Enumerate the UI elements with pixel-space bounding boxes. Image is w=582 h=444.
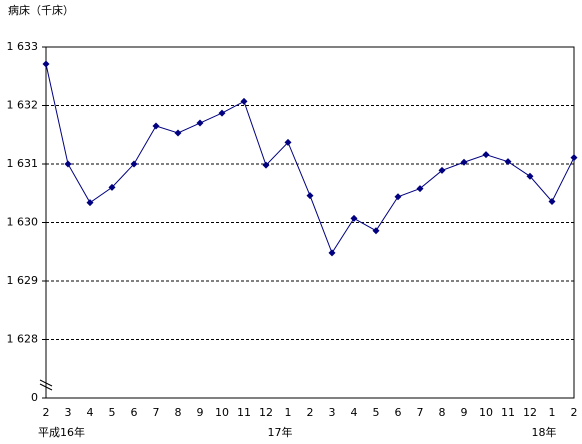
x-tick-label: 10: [215, 406, 229, 419]
x-tick-label: 2: [43, 406, 50, 419]
marker: [372, 227, 380, 235]
marker: [42, 60, 50, 68]
marker: [284, 138, 292, 146]
marker: [196, 119, 204, 127]
marker: [152, 122, 160, 130]
x-tick-label: 12: [523, 406, 537, 419]
x-tick-label: 7: [153, 406, 160, 419]
marker: [482, 151, 490, 159]
marker: [86, 199, 94, 207]
x-tick-label: 1: [549, 406, 556, 419]
y-tick-label: 1 632: [7, 99, 39, 112]
y-tick-label: 1 631: [7, 157, 39, 170]
x-tick-label: 9: [461, 406, 468, 419]
x-tick-label: 11: [237, 406, 251, 419]
y-tick-label: 1 629: [7, 274, 39, 287]
marker: [570, 154, 578, 162]
x-group-label: 17年: [268, 425, 293, 439]
x-tick-label: 4: [87, 406, 94, 419]
y-axis-label: 病床（千床）: [8, 3, 74, 17]
marker: [460, 158, 468, 166]
axis-break: [39, 379, 53, 387]
marker: [394, 193, 402, 201]
line: [45, 63, 575, 255]
x-tick-label: 4: [351, 406, 358, 419]
marker: [64, 160, 72, 168]
x-tick-label: 6: [395, 406, 402, 419]
x-tick-label: 9: [197, 406, 204, 419]
marker: [240, 97, 248, 105]
marker: [174, 129, 182, 137]
x-tick-label: 11: [501, 406, 515, 419]
marker: [328, 249, 336, 257]
marker: [306, 192, 314, 200]
x-tick-label: 5: [373, 406, 380, 419]
x-group-label: 平成16年: [38, 425, 85, 439]
x-tick-label: 2: [307, 406, 314, 419]
x-tick-label: 8: [175, 406, 182, 419]
x-tick-label: 8: [439, 406, 446, 419]
marker: [504, 158, 512, 166]
marker: [350, 214, 358, 222]
x-tick-label: 1: [285, 406, 292, 419]
x-tick-label: 7: [417, 406, 424, 419]
y-tick-label: 1 630: [7, 216, 39, 229]
marker: [438, 166, 446, 174]
marker: [548, 197, 556, 205]
x-tick-label: 12: [259, 406, 273, 419]
marker: [108, 183, 116, 191]
x-tick-label: 10: [479, 406, 493, 419]
marker: [130, 160, 138, 168]
x-tick-label: 6: [131, 406, 138, 419]
marker: [416, 185, 424, 193]
y-tick-label: 0: [31, 391, 38, 404]
axis-break: [39, 383, 53, 391]
y-tick-label: 1 628: [7, 333, 39, 346]
marker: [526, 172, 534, 180]
x-tick-label: 3: [65, 406, 72, 419]
marker: [262, 161, 270, 169]
x-tick-label: 5: [109, 406, 116, 419]
marker: [218, 109, 226, 117]
x-tick-label: 3: [329, 406, 336, 419]
x-group-label: 18年: [532, 425, 557, 439]
x-tick-label: 2: [571, 406, 578, 419]
plot-frame: [45, 46, 575, 399]
y-tick-label: 1 633: [7, 40, 39, 53]
